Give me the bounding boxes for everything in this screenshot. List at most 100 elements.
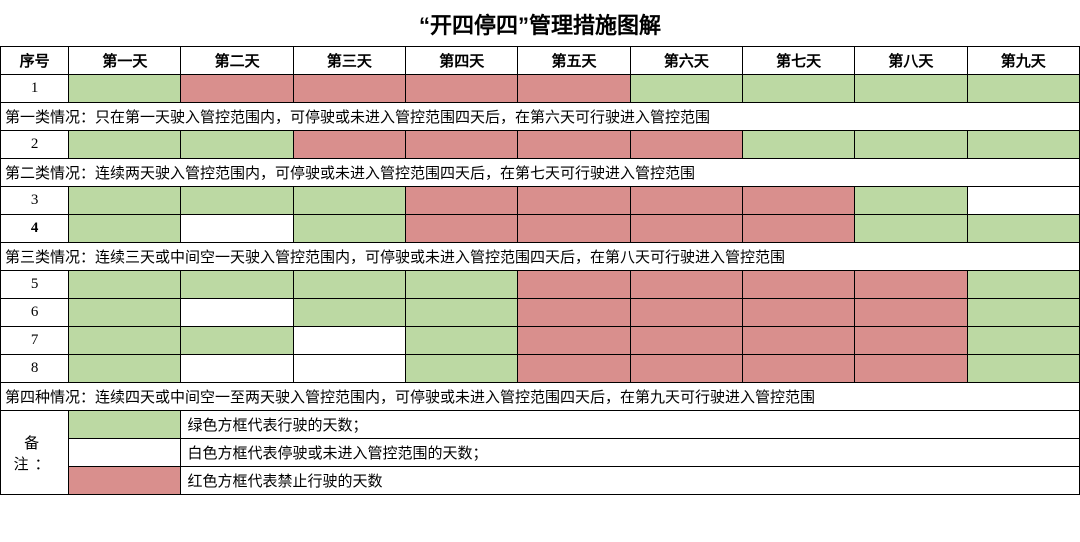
day-cell — [406, 215, 518, 243]
header-seq: 序号 — [1, 47, 69, 75]
seq-cell: 7 — [1, 327, 69, 355]
day-cell — [967, 327, 1079, 355]
day-cell — [855, 355, 967, 383]
day-cell — [967, 299, 1079, 327]
day-cell — [967, 131, 1079, 159]
day-cell — [967, 355, 1079, 383]
desc-text: 第三类情况：连续三天或中间空一天驶入管控范围内，可停驶或未进入管控范围四天后，在… — [1, 243, 1080, 271]
seq-cell: 3 — [1, 187, 69, 215]
day-cell — [69, 75, 181, 103]
table-row: 6 — [1, 299, 1080, 327]
day-cell — [181, 131, 293, 159]
header-day: 第四天 — [406, 47, 518, 75]
seq-cell: 2 — [1, 131, 69, 159]
day-cell — [518, 271, 630, 299]
day-cell — [406, 271, 518, 299]
day-cell — [855, 299, 967, 327]
day-cell — [293, 131, 405, 159]
day-cell — [69, 271, 181, 299]
day-cell — [518, 327, 630, 355]
day-cell — [181, 187, 293, 215]
table-row: 4 — [1, 215, 1080, 243]
desc-text: 第一类情况：只在第一天驶入管控范围内，可停驶或未进入管控范围四天后，在第六天可行… — [1, 103, 1080, 131]
table-row: 7 — [1, 327, 1080, 355]
day-cell — [69, 187, 181, 215]
desc-row: 第二类情况：连续两天驶入管控范围内，可停驶或未进入管控范围四天后，在第七天可行驶… — [1, 159, 1080, 187]
seq-cell: 8 — [1, 355, 69, 383]
day-cell — [630, 355, 742, 383]
table-row: 8 — [1, 355, 1080, 383]
day-cell — [742, 187, 854, 215]
day-cell — [69, 299, 181, 327]
day-cell — [855, 75, 967, 103]
header-day: 第一天 — [69, 47, 181, 75]
day-cell — [406, 299, 518, 327]
header-day: 第二天 — [181, 47, 293, 75]
legend-row: 红色方框代表禁止行驶的天数 — [1, 467, 1080, 495]
day-cell — [181, 271, 293, 299]
day-cell — [742, 355, 854, 383]
day-cell — [406, 327, 518, 355]
table-row: 5 — [1, 271, 1080, 299]
legend-swatch — [69, 439, 181, 467]
schedule-table: 序号第一天第二天第三天第四天第五天第六天第七天第八天第九天1第一类情况：只在第一… — [0, 46, 1080, 495]
desc-row: 第三类情况：连续三天或中间空一天驶入管控范围内，可停驶或未进入管控范围四天后，在… — [1, 243, 1080, 271]
header-row: 序号第一天第二天第三天第四天第五天第六天第七天第八天第九天 — [1, 47, 1080, 75]
day-cell — [967, 187, 1079, 215]
day-cell — [181, 215, 293, 243]
day-cell — [293, 327, 405, 355]
seq-cell: 5 — [1, 271, 69, 299]
header-day: 第九天 — [967, 47, 1079, 75]
day-cell — [293, 75, 405, 103]
day-cell — [518, 215, 630, 243]
day-cell — [293, 299, 405, 327]
day-cell — [855, 131, 967, 159]
desc-text: 第四种情况：连续四天或中间空一至两天驶入管控范围内，可停驶或未进入管控范围四天后… — [1, 383, 1080, 411]
day-cell — [69, 215, 181, 243]
day-cell — [406, 75, 518, 103]
day-cell — [630, 75, 742, 103]
day-cell — [69, 131, 181, 159]
legend-label: 备 注： — [1, 411, 69, 495]
legend-text: 红色方框代表禁止行驶的天数 — [181, 467, 1080, 495]
day-cell — [855, 215, 967, 243]
header-day: 第三天 — [293, 47, 405, 75]
day-cell — [967, 271, 1079, 299]
day-cell — [293, 355, 405, 383]
legend-swatch — [69, 411, 181, 439]
day-cell — [630, 131, 742, 159]
table-row: 2 — [1, 131, 1080, 159]
day-cell — [967, 75, 1079, 103]
day-cell — [742, 75, 854, 103]
day-cell — [69, 327, 181, 355]
table-row: 1 — [1, 75, 1080, 103]
page-title: “开四停四”管理措施图解 — [0, 0, 1080, 46]
day-cell — [406, 355, 518, 383]
day-cell — [630, 299, 742, 327]
day-cell — [181, 355, 293, 383]
day-cell — [630, 271, 742, 299]
table-row: 3 — [1, 187, 1080, 215]
header-day: 第五天 — [518, 47, 630, 75]
day-cell — [518, 299, 630, 327]
day-cell — [181, 75, 293, 103]
day-cell — [181, 327, 293, 355]
legend-swatch — [69, 467, 181, 495]
legend-text: 白色方框代表停驶或未进入管控范围的天数； — [181, 439, 1080, 467]
day-cell — [518, 131, 630, 159]
day-cell — [293, 215, 405, 243]
header-day: 第六天 — [630, 47, 742, 75]
day-cell — [630, 327, 742, 355]
day-cell — [181, 299, 293, 327]
legend-row: 白色方框代表停驶或未进入管控范围的天数； — [1, 439, 1080, 467]
day-cell — [855, 187, 967, 215]
seq-cell: 4 — [1, 215, 69, 243]
day-cell — [630, 215, 742, 243]
desc-row: 第四种情况：连续四天或中间空一至两天驶入管控范围内，可停驶或未进入管控范围四天后… — [1, 383, 1080, 411]
day-cell — [518, 75, 630, 103]
header-day: 第七天 — [742, 47, 854, 75]
day-cell — [967, 215, 1079, 243]
day-cell — [742, 327, 854, 355]
day-cell — [293, 187, 405, 215]
seq-cell: 1 — [1, 75, 69, 103]
